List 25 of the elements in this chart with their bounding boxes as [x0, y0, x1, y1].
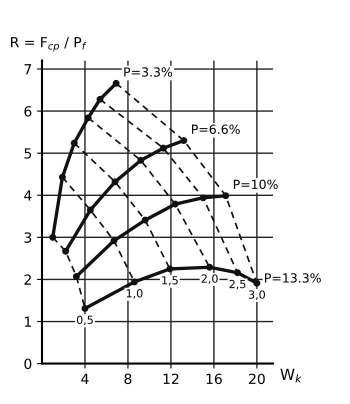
- y-tick-label: 1: [24, 316, 31, 327]
- series-label: P=6.6%: [192, 124, 240, 134]
- series-label: P=10%: [234, 180, 278, 190]
- annotation: 1,0: [126, 289, 142, 299]
- x-tick-label: 20: [249, 374, 265, 384]
- series-label: P=13.3%: [265, 273, 321, 283]
- x-tick-label: 8: [124, 374, 132, 384]
- annotation: 1,5: [162, 276, 178, 286]
- y-axis-title: R = F$_{cp}$ / P$_{f}$: [11, 37, 86, 52]
- x-tick-label: 16: [206, 374, 222, 384]
- y-tick-label: 7: [24, 64, 32, 74]
- annotation: 2,0: [202, 274, 218, 284]
- y-tick-label: 3: [24, 232, 32, 243]
- y-tick-label: 2: [24, 274, 31, 285]
- x-tick-label: 12: [164, 374, 178, 384]
- annotation: 0,5: [76, 316, 93, 326]
- y-tick-label: 0: [24, 358, 32, 370]
- x-tick-label: 4: [81, 374, 89, 384]
- y-tick-label: 4: [24, 190, 32, 201]
- x-axis-title: W$_{k}$: [280, 368, 302, 382]
- y-tick-label: 6: [24, 106, 32, 117]
- annotation: 3,0: [248, 290, 265, 300]
- annotation: 2,5: [230, 280, 246, 290]
- y-tick-label: 5: [24, 148, 32, 159]
- series-label: P=3.3%: [124, 67, 172, 77]
